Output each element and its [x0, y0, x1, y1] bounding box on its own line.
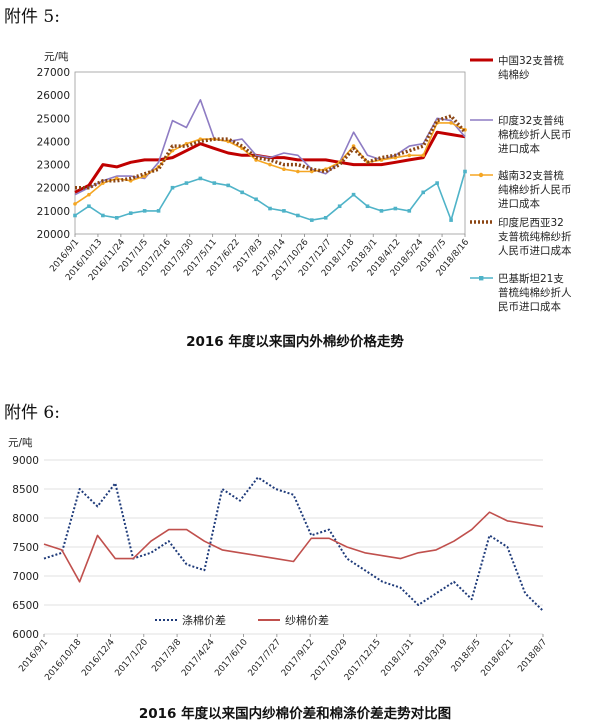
legend-label: 印度尼西亚32 支普梳纯棉纱折人民币进口成本: [498, 216, 572, 257]
x-tick-label: 2017/3/8: [150, 638, 183, 675]
legend-entry: 巴基斯坦21支普梳纯棉纱折人民币进口成本: [470, 272, 572, 313]
series-point-4: [254, 197, 258, 202]
series-point-4: [198, 176, 203, 181]
series-point-4: [379, 209, 384, 213]
series-point-4: [226, 183, 231, 188]
x-tick-label: 2017/9/12: [280, 638, 317, 679]
series-point-4: [73, 213, 77, 218]
series-point-2: [296, 169, 300, 174]
y-tick-label: 22000: [37, 183, 70, 195]
series-point-2: [198, 137, 203, 141]
series-point-2: [87, 192, 91, 197]
series-point-4: [142, 209, 147, 213]
y-tick-label: 25000: [37, 113, 70, 125]
series-point-4: [240, 190, 244, 195]
series-line-0: [43, 476, 544, 612]
legend-label: 印度32支普纯棉梳纱折人民币进口成本: [498, 114, 572, 155]
legend-entry: 中国32支普梳纯棉纱: [470, 54, 564, 81]
series-point-4: [309, 218, 314, 222]
legend-entry: 涤棉价差: [155, 613, 226, 627]
series-point-4: [296, 213, 300, 218]
series-point-2: [170, 148, 175, 153]
series-point-2: [407, 153, 412, 158]
series-point-4: [128, 211, 133, 215]
legend-entry: 印度32支普纯棉梳纱折人民币进口成本: [470, 114, 572, 155]
series-line-0: [74, 130, 466, 194]
y-tick-label: 9000: [12, 455, 39, 467]
y-axis-unit-label: 元/吨: [44, 50, 69, 63]
series-point-4: [156, 209, 161, 213]
x-tick-label: 2017/4/24: [180, 637, 217, 678]
series-line-1: [43, 511, 544, 583]
legend-label: 越南32支普梳纯棉纱折人民币进口成本: [498, 169, 572, 210]
series-point-4: [421, 190, 426, 195]
legend-label: 中国32支普梳纯棉纱: [498, 54, 564, 81]
y-axis-unit-label: 元/吨: [8, 436, 33, 449]
x-tick-label: 2017/6/10: [213, 637, 250, 678]
y-tick-label: 24000: [37, 136, 70, 148]
y-tick-label: 8000: [12, 513, 39, 525]
series-point-4: [114, 216, 119, 220]
price-spread-chart: 9000 8500 8000 7500 7000 6500 6000 元/吨 2016/9/1 2…: [8, 436, 549, 683]
x-tick-label: 2018/6/21: [479, 638, 516, 679]
series-point-4: [463, 169, 467, 174]
legend-entry: 纱棉价差: [258, 613, 329, 627]
series-point-2: [282, 167, 286, 171]
plot-frame: [74, 71, 466, 235]
series-point-4: [351, 192, 356, 197]
series-point-4: [268, 206, 272, 211]
x-tick-label: 2017/7/27: [247, 638, 284, 679]
series-point-2: [421, 153, 426, 158]
x-tick-label: 2016/12/4: [80, 637, 117, 678]
x-tick-label: 2016/9/1: [17, 638, 50, 675]
y-tick-label: 26000: [37, 90, 70, 102]
legend-label: 涤棉价差: [182, 613, 226, 627]
cotton-yarn-price-chart: 27000 26000 25000 24000 23000 22000 21000 20000…: [37, 50, 572, 313]
chart1-title: 2016 年度以来国内外棉纱价格走势: [186, 334, 404, 350]
y-tick-label: 6000: [12, 629, 39, 641]
series-point-4: [170, 185, 175, 190]
chart2-title: 2016 年度以来国内纱棉价差和棉涤价差走势对比图: [138, 706, 452, 722]
legend-entry: 印度尼西亚32 支普梳纯棉纱折人民币进口成本: [470, 216, 572, 257]
y-tick-label: 7000: [12, 571, 39, 583]
y-tick-label: 20000: [37, 229, 70, 241]
series-point-2: [268, 162, 272, 167]
series-point-4: [393, 206, 398, 211]
legend-marker: [479, 276, 484, 281]
x-tick-label: 2017/1/20: [113, 637, 150, 678]
y-tick-label: 7500: [12, 542, 39, 554]
legend-label: 纱棉价差: [285, 613, 329, 627]
series-point-4: [282, 209, 286, 213]
legend-marker: [478, 172, 484, 178]
series-point-4: [435, 181, 439, 185]
series-point-4: [184, 181, 189, 185]
y-tick-label: 23000: [37, 160, 70, 172]
series-point-4: [212, 181, 217, 185]
series-point-4: [449, 218, 453, 222]
attachment-5-label: 附件 5:: [4, 7, 60, 27]
x-tick-label: 2018/1/31: [380, 638, 417, 679]
series-point-4: [337, 204, 342, 209]
y-tick-label: 6500: [12, 600, 39, 612]
series-point-4: [87, 204, 91, 209]
y-tick-label: 8500: [12, 484, 39, 496]
x-tick-label: 2018/5/5: [450, 638, 483, 675]
x-tick-label: 2018/3/19: [413, 638, 450, 679]
series-point-4: [101, 213, 105, 218]
x-tick-label: 2018/8/7: [516, 638, 549, 675]
legend-entry: 越南32支普梳纯棉纱折人民币进口成本: [470, 169, 572, 210]
legend-label: 巴基斯坦21支普梳纯棉纱折人民币进口成本: [498, 272, 572, 313]
series-point-4: [407, 209, 412, 213]
series-line-3: [75, 114, 467, 190]
series-point-2: [449, 121, 453, 125]
attachment-6-label: 附件 6:: [4, 403, 60, 423]
y-tick-label: 21000: [37, 206, 70, 218]
y-tick-label: 27000: [37, 67, 70, 79]
series-point-4: [365, 204, 370, 209]
series-point-2: [73, 202, 77, 206]
series-point-4: [323, 216, 328, 220]
